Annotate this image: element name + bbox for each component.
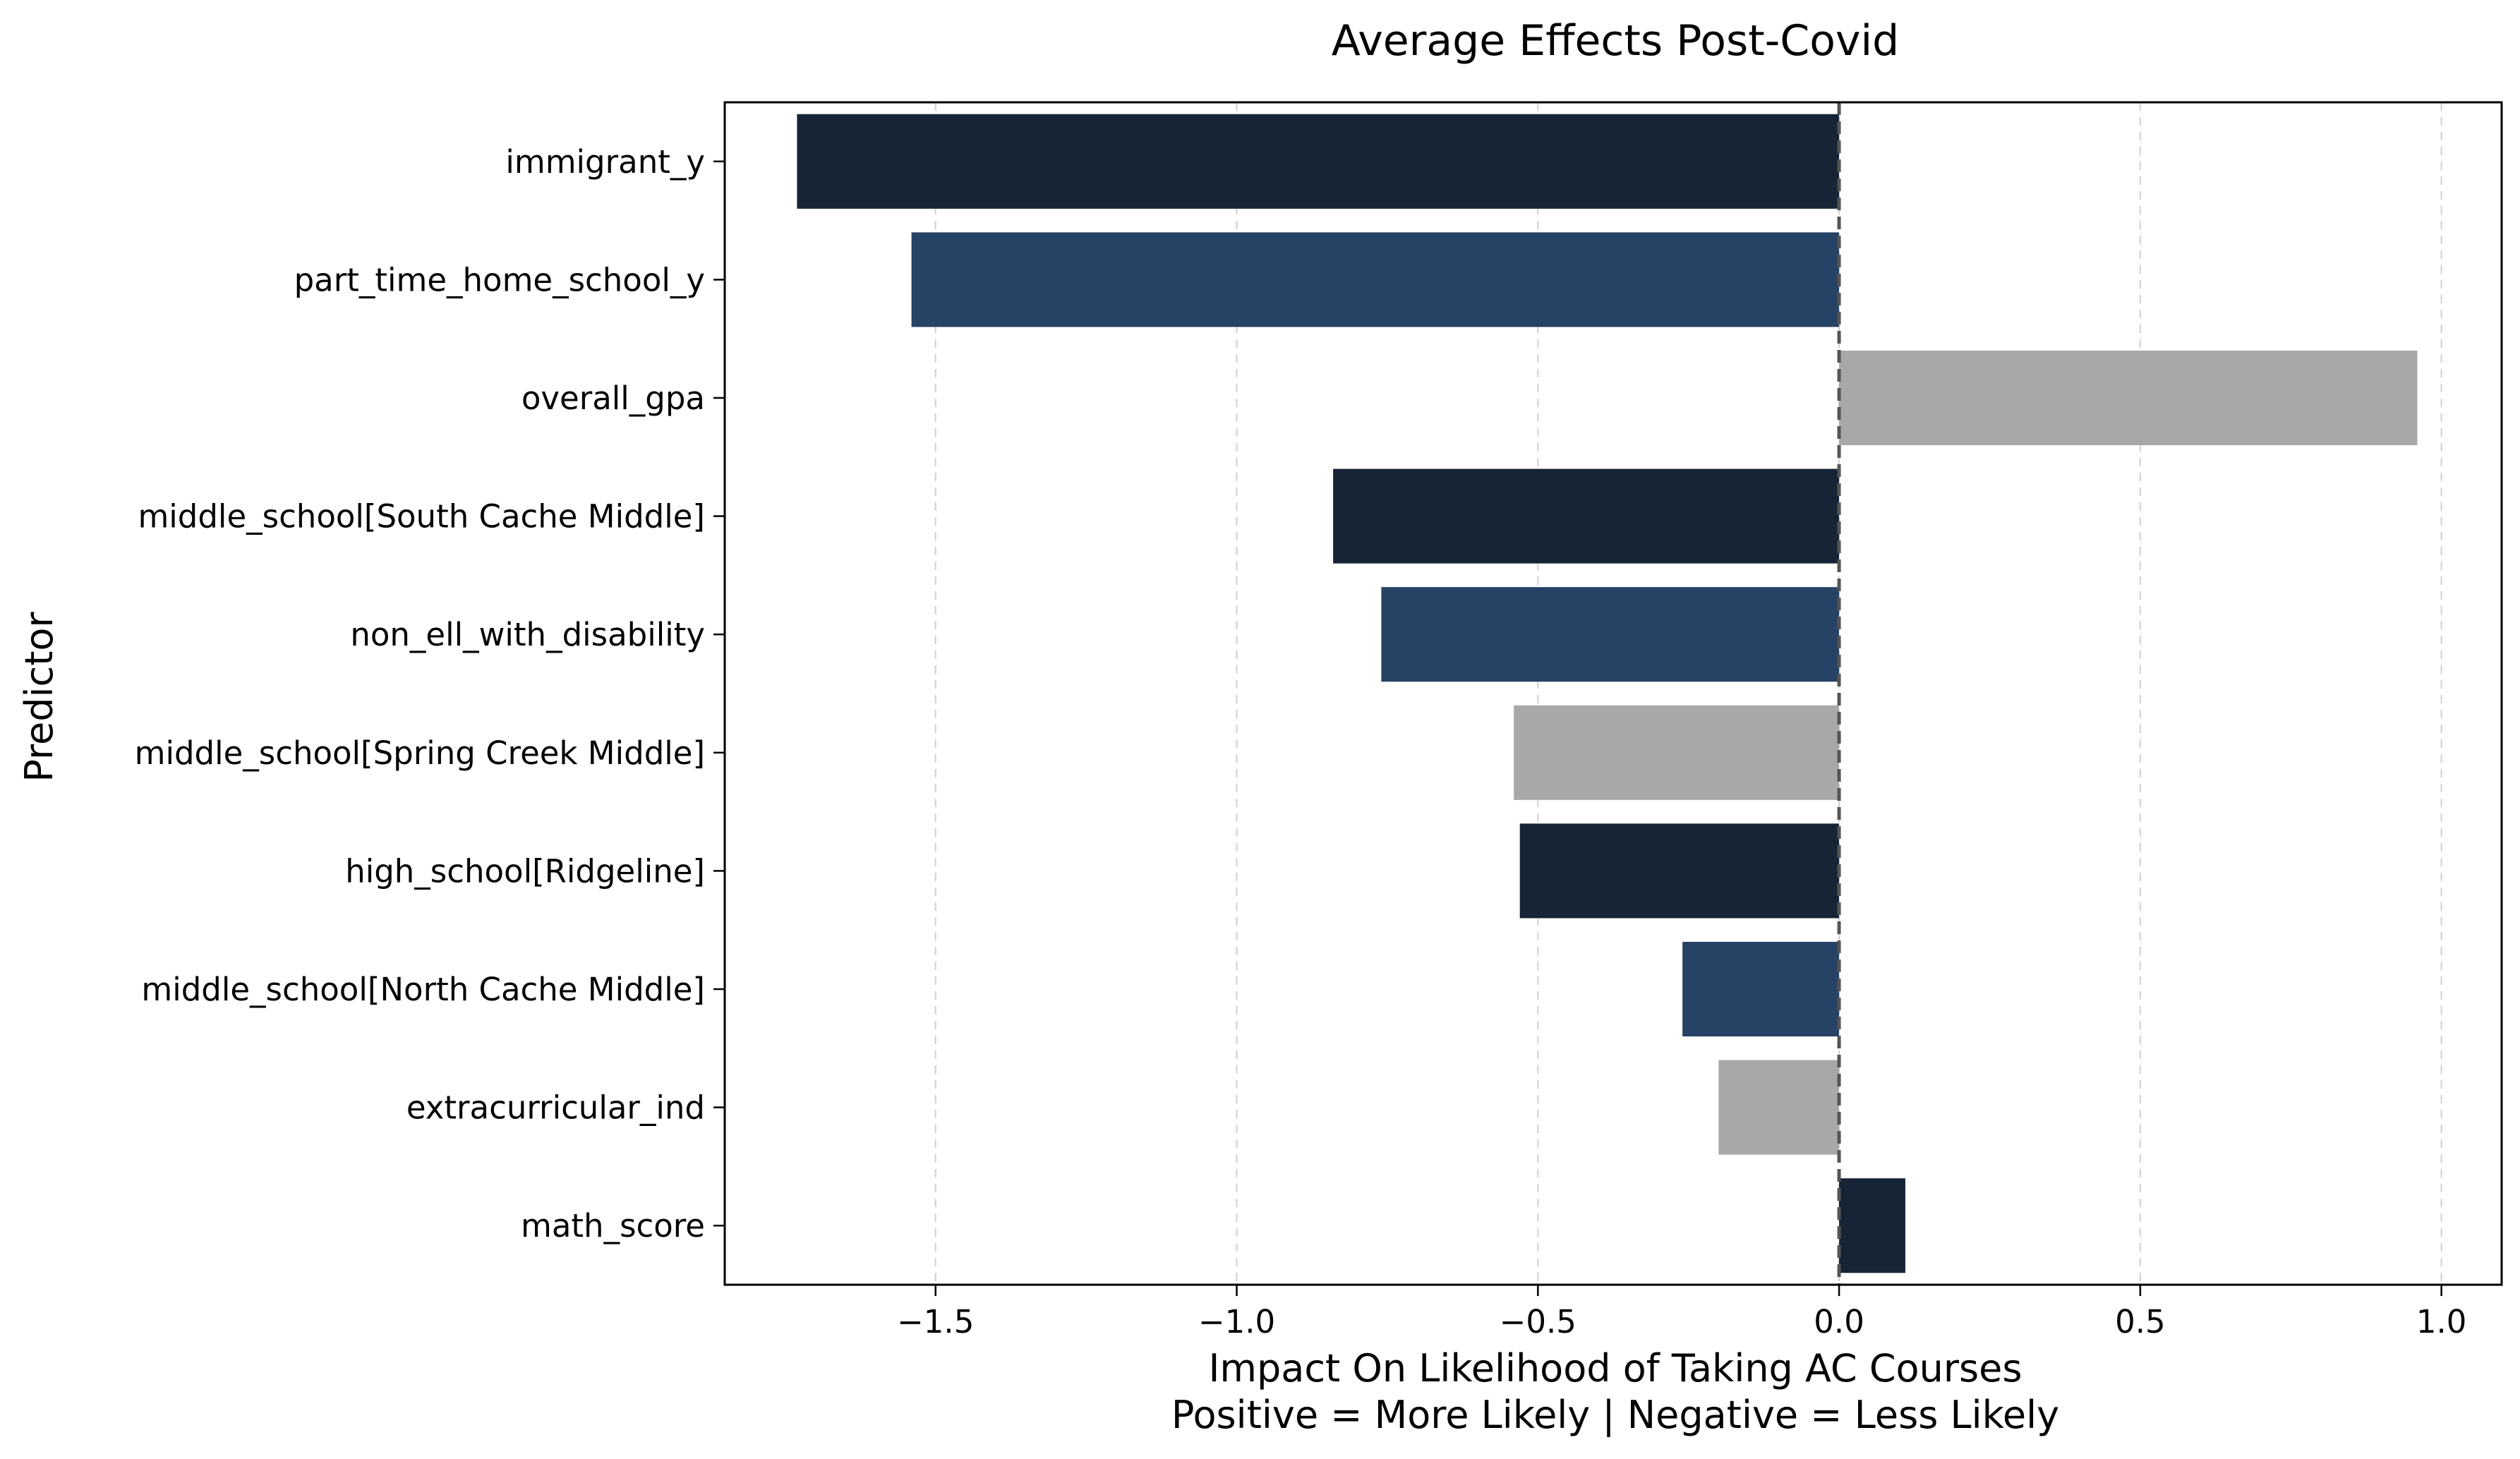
x-tick-label: −1.5 <box>897 1303 974 1340</box>
y-axis-ticks: immigrant_y part_time_home_school_yoveral… <box>135 143 725 1245</box>
bar <box>1333 468 1840 564</box>
category-label: middle_school[North Cache Middle] <box>141 971 705 1008</box>
category-label: part_time_home_school_y <box>294 261 705 298</box>
x-axis-label: Impact On Likelihood of Taking AC Course… <box>1208 1346 2022 1391</box>
category-label: overall_gpa <box>522 380 705 417</box>
x-tick-label: 0.5 <box>2115 1303 2166 1340</box>
category-label: math_score <box>521 1207 705 1245</box>
bars-layer <box>797 114 2418 1273</box>
bar <box>1839 350 2418 446</box>
bar <box>1682 941 1840 1037</box>
bar <box>1514 705 1840 800</box>
category-label: high_school[Ridgeline] <box>345 852 705 890</box>
x-axis-sublabel: Positive = More Likely | Negative = Less… <box>1171 1393 2059 1437</box>
y-axis-label: Predictor <box>17 612 61 782</box>
category-label: non_ell_with_disability <box>350 616 705 653</box>
bar <box>797 114 1840 209</box>
chart-title: Average Effects Post-Covid <box>1332 16 1900 66</box>
x-tick-label: 0.0 <box>1814 1303 1864 1340</box>
bar <box>1519 823 1840 919</box>
plot-frame <box>723 101 2503 1286</box>
bar <box>1381 587 1840 682</box>
x-axis-ticks: −1.5 −1.0 −0.5 0.0 0.5 1.0 <box>897 1285 2466 1340</box>
x-tick-label: −0.5 <box>1500 1303 1576 1340</box>
category-label: middle_school[Spring Creek Middle] <box>135 734 705 772</box>
bar <box>1718 1060 1840 1155</box>
x-tick-label: −1.0 <box>1198 1303 1275 1340</box>
category-label: extracurricular_ind <box>406 1089 705 1127</box>
bar <box>911 232 1840 327</box>
category-label: middle_school[South Cache Middle] <box>138 498 705 535</box>
category-label: immigrant_y <box>505 143 705 181</box>
x-tick-label: 1.0 <box>2416 1303 2467 1340</box>
bar <box>1839 1178 1905 1273</box>
